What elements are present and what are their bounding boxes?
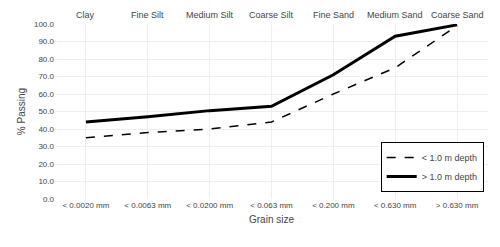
svg-text:< 0.0020 mm: < 0.0020 mm <box>62 201 109 210</box>
svg-text:Grain size: Grain size <box>249 214 294 225</box>
svg-text:20.0: 20.0 <box>38 160 54 169</box>
svg-text:Medium Silt: Medium Silt <box>186 10 234 20</box>
svg-text:100.0: 100.0 <box>34 20 55 29</box>
svg-text:< 0.063 mm: < 0.063 mm <box>250 201 293 210</box>
svg-text:60.0: 60.0 <box>38 90 54 99</box>
svg-text:0.0: 0.0 <box>43 195 55 204</box>
svg-text:Coarse Sand: Coarse Sand <box>431 10 484 20</box>
svg-text:Fine Silt: Fine Silt <box>131 10 164 20</box>
svg-text:30.0: 30.0 <box>38 142 54 151</box>
svg-text:< 0.630 mm: < 0.630 mm <box>374 201 417 210</box>
svg-text:90.0: 90.0 <box>38 37 54 46</box>
svg-text:Medium Sand: Medium Sand <box>367 10 423 20</box>
svg-text:< 0.0200 mm: < 0.0200 mm <box>186 201 233 210</box>
svg-text:Fine Sand: Fine Sand <box>313 10 354 20</box>
svg-text:80.0: 80.0 <box>38 55 54 64</box>
svg-text:< 0.0063 mm: < 0.0063 mm <box>124 201 171 210</box>
svg-text:> 0.630 mm: > 0.630 mm <box>436 201 479 210</box>
svg-text:< 0.200 mm: < 0.200 mm <box>312 201 355 210</box>
svg-text:10.0: 10.0 <box>38 177 54 186</box>
svg-text:50.0: 50.0 <box>38 107 54 116</box>
svg-text:Coarse Silt: Coarse Silt <box>249 10 294 20</box>
svg-text:Clay: Clay <box>76 10 95 20</box>
svg-text:> 1.0 m depth: > 1.0 m depth <box>422 172 477 182</box>
svg-text:70.0: 70.0 <box>38 72 54 81</box>
svg-text:% Passing: % Passing <box>16 88 27 135</box>
svg-text:40.0: 40.0 <box>38 125 54 134</box>
svg-text:< 1.0 m depth: < 1.0 m depth <box>422 153 477 163</box>
